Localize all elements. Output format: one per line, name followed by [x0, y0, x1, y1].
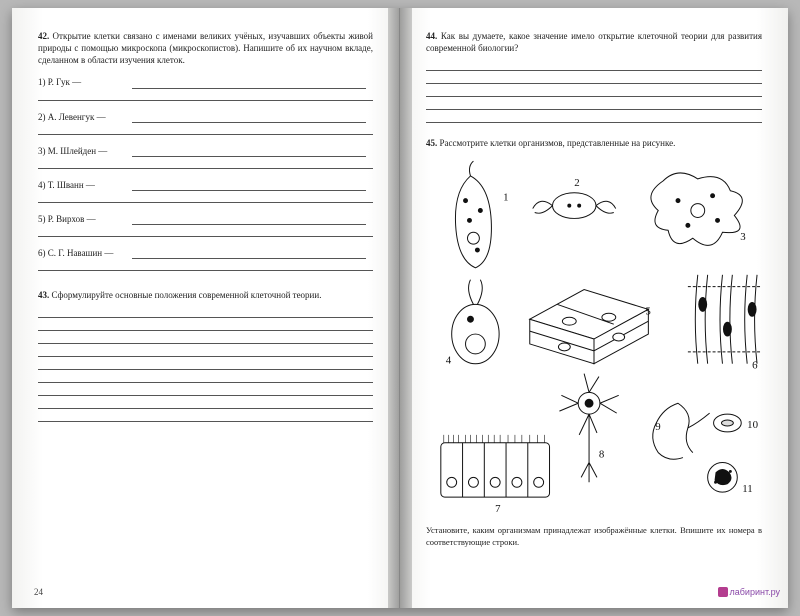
cell-diagrams-svg: 1 2 3 4 [426, 159, 762, 519]
left-page: 42. Открытие клетки связано с именами ве… [12, 8, 400, 608]
q44-lines [426, 60, 762, 123]
answer-line [426, 73, 762, 84]
fig-label: 6 [752, 360, 758, 372]
q45-number: 45. [426, 138, 437, 148]
answer-line [132, 181, 367, 191]
watermark: лабиринт.ру [718, 586, 780, 598]
q43-text: Сформулируйте основные положения совреме… [52, 290, 322, 300]
answer-line [38, 307, 373, 318]
q44-number: 44. [426, 31, 437, 41]
q45-text: Рассмотрите клетки организмов, представл… [440, 138, 676, 148]
watermark-icon [718, 587, 728, 597]
q43-number: 43. [38, 290, 49, 300]
q44-text: Как вы думаете, какое значение имело отк… [426, 31, 762, 53]
q43-lines [38, 307, 373, 422]
q42-item: 6) С. Г. Навашин — [38, 247, 373, 271]
q42-item-label: 2) А. Левенгук — [38, 111, 132, 123]
q45-prompt: 45. Рассмотрите клетки организмов, предс… [426, 137, 762, 149]
q42-item: 2) А. Левенгук — [38, 111, 373, 135]
answer-line [38, 372, 373, 383]
answer-line [132, 113, 367, 123]
q42-item-label: 6) С. Г. Навашин — [38, 247, 132, 259]
fig-label: 2 [574, 177, 579, 189]
answer-line [38, 261, 373, 271]
right-page: 44. Как вы думаете, какое значение имело… [400, 8, 788, 608]
answer-line [132, 79, 367, 89]
answer-line [38, 91, 373, 101]
q45-caption: Установите, каким организмам принадлежат… [426, 525, 762, 548]
answer-line [426, 86, 762, 97]
answer-line [132, 147, 367, 157]
fig-label: 9 [655, 421, 660, 433]
q42-prompt: 42. Открытие клетки связано с именами ве… [38, 30, 373, 66]
q42-item-label: 3) М. Шлейден — [38, 145, 132, 157]
q44-prompt: 44. Как вы думаете, какое значение имело… [426, 30, 762, 54]
fig-label: 3 [740, 232, 745, 244]
answer-line [426, 60, 762, 71]
answer-line [38, 398, 373, 409]
answer-line [38, 320, 373, 331]
answer-line [38, 346, 373, 357]
q42-item: 1) Р. Гук — [38, 76, 373, 100]
q42-item-label: 1) Р. Гук — [38, 76, 132, 88]
book-spread: 42. Открытие клетки связано с именами ве… [12, 8, 788, 608]
answer-line [426, 112, 762, 123]
q42-item: 5) Р. Вирхов — [38, 213, 373, 237]
answer-line [38, 385, 373, 396]
answer-line [132, 249, 367, 259]
q42-text: Открытие клетки связано с именами велики… [38, 31, 373, 65]
fig-label: 10 [747, 419, 758, 431]
answer-line [38, 359, 373, 370]
watermark-text: лабиринт.ру [730, 587, 780, 597]
answer-line [426, 99, 762, 110]
q42-item: 3) М. Шлейден — [38, 145, 373, 169]
answer-line [38, 227, 373, 237]
page-number: 24 [34, 586, 43, 598]
answer-line [38, 125, 373, 135]
fig-label: 5 [645, 306, 650, 318]
answer-line [38, 159, 373, 169]
answer-line [38, 411, 373, 422]
q42-item-label: 4) Т. Шванн — [38, 179, 132, 191]
cell-figure: 1 2 3 4 [426, 159, 762, 519]
fig-label: 11 [742, 484, 752, 496]
fig-label: 1 [503, 192, 508, 204]
q42-item-label: 5) Р. Вирхов — [38, 213, 132, 225]
fig-label: 7 [495, 503, 501, 515]
answer-line [38, 193, 373, 203]
fig-label: 4 [446, 355, 452, 367]
q43-prompt: 43. Сформулируйте основные положения сов… [38, 289, 373, 301]
answer-line [132, 215, 367, 225]
fig-label: 8 [599, 449, 605, 461]
answer-line [38, 333, 373, 344]
q42-number: 42. [38, 31, 49, 41]
q42-item: 4) Т. Шванн — [38, 179, 373, 203]
